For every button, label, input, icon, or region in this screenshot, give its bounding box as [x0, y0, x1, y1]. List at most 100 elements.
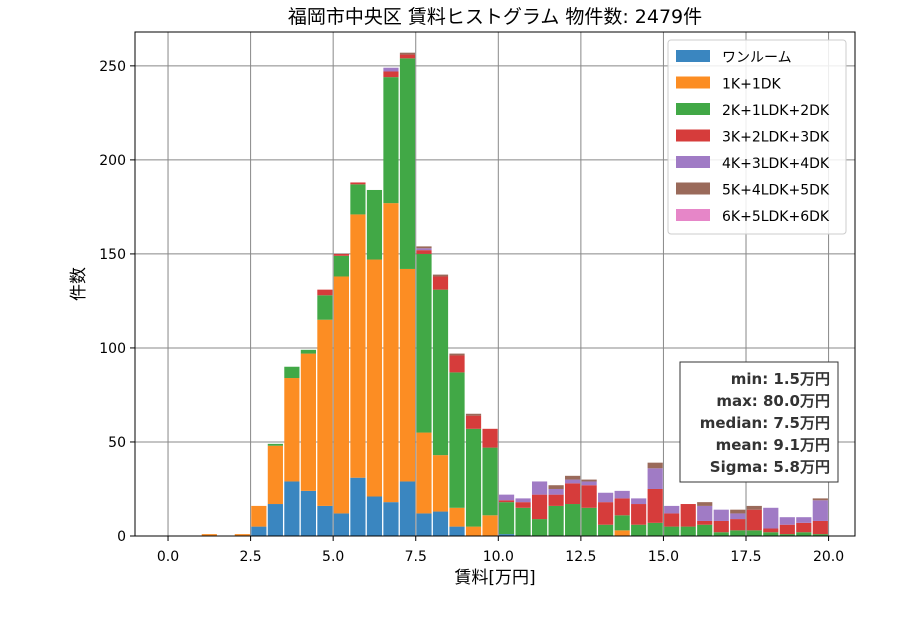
bar-segment: [416, 250, 432, 254]
stats-line: min: 1.5万円: [731, 370, 830, 388]
legend-label: 6K+5LDK+6DK: [722, 209, 830, 225]
legend-frame: [667, 39, 847, 235]
bar-segment: [614, 515, 630, 531]
legend-swatch: [676, 50, 710, 62]
bar-segment: [416, 513, 432, 536]
bar-segment: [300, 349, 316, 354]
bar-segment: [680, 504, 696, 527]
bar-segment: [333, 276, 350, 514]
bar-segment: [383, 77, 399, 204]
bar-segment: [482, 428, 498, 448]
bar-segment: [449, 372, 465, 508]
bar-segment: [350, 214, 366, 478]
bar-segment: [746, 530, 762, 536]
bar-segment: [565, 479, 581, 484]
bar-segment: [779, 517, 795, 525]
bar-segment: [350, 182, 366, 185]
bar-segment: [796, 517, 812, 523]
bar-segment: [333, 513, 350, 536]
bar-segment: [201, 534, 217, 536]
bar-segment: [565, 504, 581, 536]
bar-segment: [366, 496, 383, 536]
bar-segment: [598, 502, 614, 525]
bar-segment: [730, 513, 746, 520]
bar-segment: [465, 415, 482, 429]
bar-segment: [267, 504, 283, 536]
bar-segment: [581, 507, 597, 536]
bar-segment: [416, 253, 432, 433]
y-tick-label: 250: [99, 59, 126, 75]
bar-segment: [548, 505, 564, 536]
bar-segment: [267, 443, 283, 446]
bar-segment: [746, 509, 762, 531]
bar-segment: [746, 505, 762, 510]
bar-segment: [383, 71, 399, 78]
bar-segment: [416, 432, 432, 514]
bar-segment: [647, 462, 663, 469]
bar-segment: [730, 509, 746, 514]
bar-segment: [763, 507, 779, 529]
bar-segment: [631, 524, 647, 536]
bar-segment: [796, 532, 812, 536]
bars: [201, 52, 828, 536]
bar-segment: [730, 530, 746, 536]
bar-segment: [647, 468, 663, 489]
bar-segment: [598, 524, 614, 536]
bar-segment: [465, 413, 482, 416]
bar-segment: [366, 259, 383, 497]
bar-segment: [796, 522, 812, 533]
plot-frame: [134, 31, 856, 537]
bar-segment: [333, 253, 350, 256]
bar-segment: [317, 319, 333, 506]
bar-segment: [482, 447, 498, 516]
bar-segment: [713, 509, 729, 521]
legend-swatch: [676, 156, 710, 168]
bar-segment: [317, 289, 333, 296]
bar-segment: [284, 366, 300, 379]
bar-segment: [317, 295, 333, 320]
bar-segment: [399, 481, 416, 536]
bar-segment: [812, 520, 828, 535]
bar-segment: [449, 507, 465, 527]
stats-box: min: 1.5万円 max: 80.0万円 median: 7.5万円 mean: …: [679, 361, 839, 483]
bar-segment: [531, 519, 548, 536]
y-tick-label: 100: [99, 341, 126, 357]
bar-segment: [498, 494, 515, 501]
bar-segment: [697, 524, 713, 536]
legend-label: ワンルーム: [722, 50, 792, 66]
bar-segment: [515, 498, 531, 503]
y-tick-label: 50: [108, 435, 126, 451]
bar-segment: [267, 445, 283, 505]
bar-segment: [432, 274, 449, 277]
stats-line: max: 80.0万円: [716, 392, 830, 410]
stats-line: Sigma: 5.8万円: [710, 458, 830, 476]
bar-segment: [449, 355, 465, 373]
bar-segment: [482, 515, 498, 536]
chart-title: 福岡市中央区 賃料ヒストグラム 物件数: 2479件: [288, 6, 702, 28]
bar-segment: [812, 534, 828, 536]
bar-segment: [399, 268, 416, 482]
legend: ワンルーム 1K+1DK 2K+1LDK+2DK 3K+2LDK+3DK 4K+3LDK…: [667, 39, 847, 235]
bar-segment: [614, 498, 630, 516]
x-tick-label: 17.5: [730, 549, 761, 565]
bar-segment: [383, 67, 399, 72]
bar-segment: [515, 507, 531, 536]
y-tick-label: 200: [99, 153, 126, 169]
bar-segment: [631, 498, 647, 505]
bar-segment: [779, 524, 795, 535]
y-tick-label: 150: [99, 247, 126, 263]
bar-segment: [531, 481, 548, 495]
bar-segment: [251, 505, 267, 527]
bar-segment: [614, 490, 630, 499]
bar-segment: [664, 505, 680, 514]
bar-segment: [416, 248, 432, 251]
bar-segment: [498, 502, 515, 535]
bar-segment: [614, 530, 630, 536]
bar-segment: [812, 498, 828, 501]
bar-segment: [251, 526, 267, 536]
bar-segment: [317, 505, 333, 536]
bar-segment: [664, 526, 680, 536]
x-axis: 0.0 2.5 5.0 7.5 10.0 12.5 15.0 17.5 20.0: [157, 536, 844, 565]
bar-segment: [548, 485, 564, 489]
bar-segment: [697, 505, 713, 521]
